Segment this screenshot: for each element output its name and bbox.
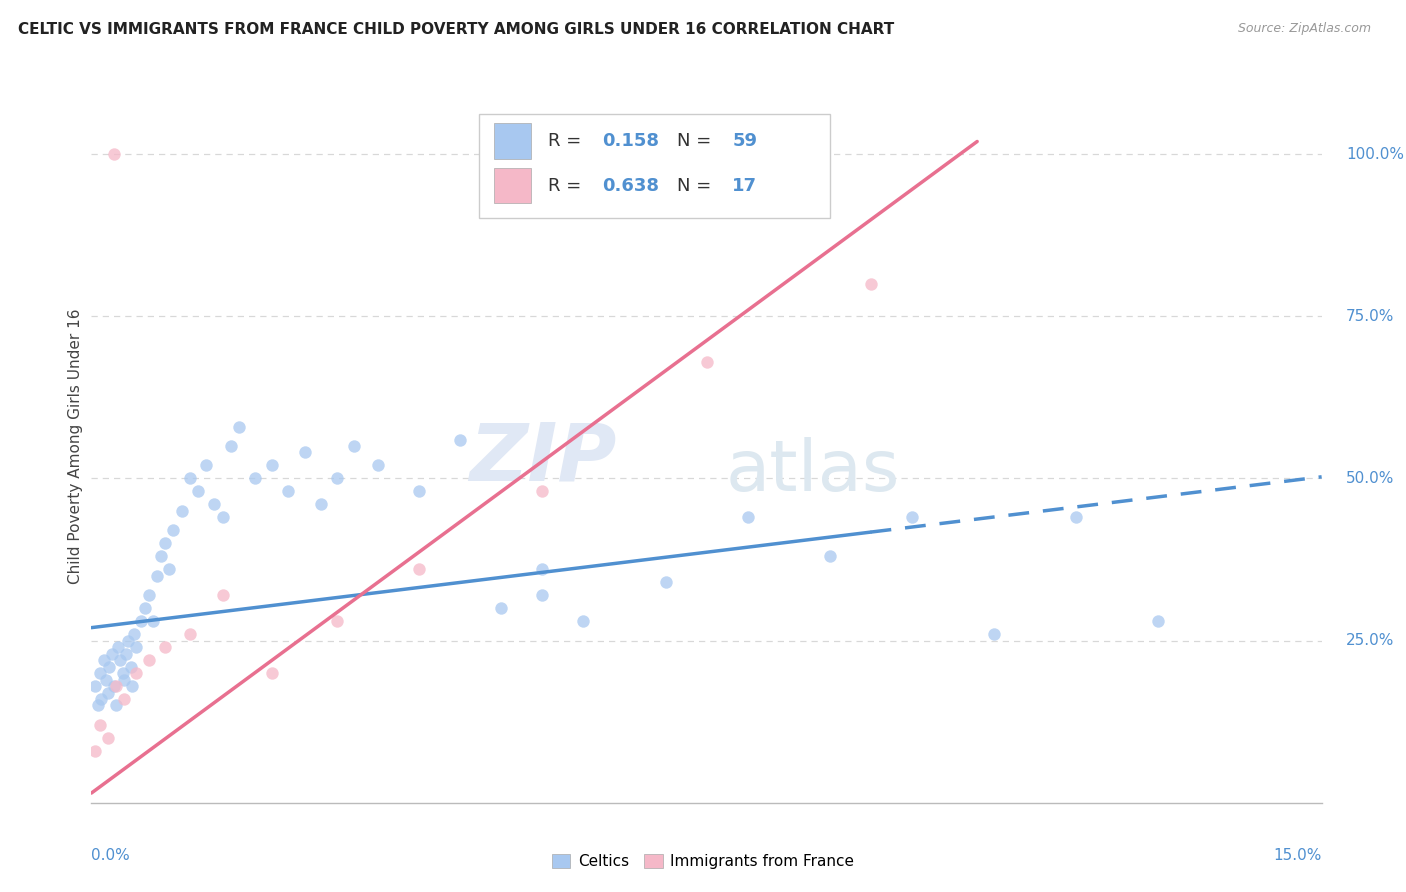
Text: CELTIC VS IMMIGRANTS FROM FRANCE CHILD POVERTY AMONG GIRLS UNDER 16 CORRELATION : CELTIC VS IMMIGRANTS FROM FRANCE CHILD P…	[18, 22, 894, 37]
Point	[1064, 510, 1087, 524]
Point	[294, 445, 316, 459]
Point	[260, 666, 283, 681]
Point	[326, 614, 349, 628]
Point	[142, 614, 165, 628]
Point	[134, 601, 156, 615]
Text: 0.158: 0.158	[602, 132, 659, 150]
Legend: Celtics, Immigrants from France: Celtics, Immigrants from France	[546, 848, 860, 875]
Text: 0.638: 0.638	[602, 177, 659, 194]
Point	[983, 627, 1005, 641]
Point	[89, 718, 111, 732]
Point	[112, 692, 135, 706]
Point	[245, 471, 267, 485]
Point	[96, 673, 117, 687]
Text: N =: N =	[676, 177, 717, 194]
Point	[121, 679, 143, 693]
Text: R =: R =	[548, 177, 586, 194]
Point	[491, 601, 513, 615]
Point	[89, 666, 111, 681]
Text: atlas: atlas	[725, 437, 900, 507]
Text: N =: N =	[676, 132, 717, 150]
Point	[111, 666, 134, 681]
Point	[122, 627, 145, 641]
Text: 25.0%: 25.0%	[1347, 633, 1395, 648]
Point	[117, 633, 139, 648]
Point	[120, 659, 142, 673]
Point	[103, 679, 125, 693]
Point	[129, 614, 152, 628]
Point	[125, 640, 148, 654]
Point	[326, 471, 349, 485]
Text: 15.0%: 15.0%	[1274, 848, 1322, 863]
Point	[84, 679, 107, 693]
Text: ZIP: ZIP	[468, 420, 616, 498]
Point	[170, 504, 193, 518]
Point	[202, 497, 225, 511]
Point	[572, 614, 595, 628]
FancyBboxPatch shape	[479, 114, 830, 218]
Text: 100.0%: 100.0%	[1347, 146, 1405, 161]
Point	[84, 744, 107, 758]
Text: 0.0%: 0.0%	[91, 848, 131, 863]
Point	[531, 484, 554, 499]
Text: 59: 59	[733, 132, 758, 150]
Point	[103, 147, 125, 161]
Point	[97, 731, 120, 745]
Point	[112, 673, 135, 687]
Point	[153, 536, 177, 550]
Text: Source: ZipAtlas.com: Source: ZipAtlas.com	[1237, 22, 1371, 36]
Point	[125, 666, 148, 681]
Point	[367, 458, 389, 473]
Point	[260, 458, 283, 473]
Point	[211, 510, 233, 524]
Text: R =: R =	[548, 132, 586, 150]
Bar	[494, 168, 530, 203]
Point	[695, 354, 717, 368]
Point	[531, 588, 554, 602]
Point	[114, 647, 138, 661]
Point	[654, 575, 676, 590]
Point	[1146, 614, 1168, 628]
Point	[150, 549, 173, 564]
Point	[93, 653, 115, 667]
Point	[105, 679, 127, 693]
Point	[87, 698, 110, 713]
Point	[157, 562, 180, 576]
Point	[277, 484, 299, 499]
Y-axis label: Child Poverty Among Girls Under 16: Child Poverty Among Girls Under 16	[67, 309, 83, 583]
Text: 50.0%: 50.0%	[1347, 471, 1395, 486]
Point	[408, 484, 430, 499]
Point	[108, 653, 131, 667]
Point	[737, 510, 759, 524]
Point	[228, 419, 250, 434]
Text: 75.0%: 75.0%	[1347, 309, 1395, 324]
Point	[101, 647, 124, 661]
Point	[408, 562, 430, 576]
Point	[153, 640, 177, 654]
Point	[187, 484, 209, 499]
Point	[195, 458, 218, 473]
Point	[211, 588, 233, 602]
Point	[97, 685, 120, 699]
Bar	[494, 123, 530, 159]
Point	[179, 471, 201, 485]
Point	[162, 524, 184, 538]
Point	[90, 692, 112, 706]
Point	[900, 510, 922, 524]
Text: 17: 17	[733, 177, 758, 194]
Point	[138, 588, 160, 602]
Point	[531, 562, 554, 576]
Point	[179, 627, 201, 641]
Point	[138, 653, 160, 667]
Point	[98, 659, 121, 673]
Point	[219, 439, 242, 453]
Point	[343, 439, 366, 453]
Point	[449, 433, 471, 447]
Point	[818, 549, 841, 564]
Point	[859, 277, 882, 291]
Point	[107, 640, 129, 654]
Point	[146, 568, 169, 582]
Point	[309, 497, 332, 511]
Point	[105, 698, 127, 713]
